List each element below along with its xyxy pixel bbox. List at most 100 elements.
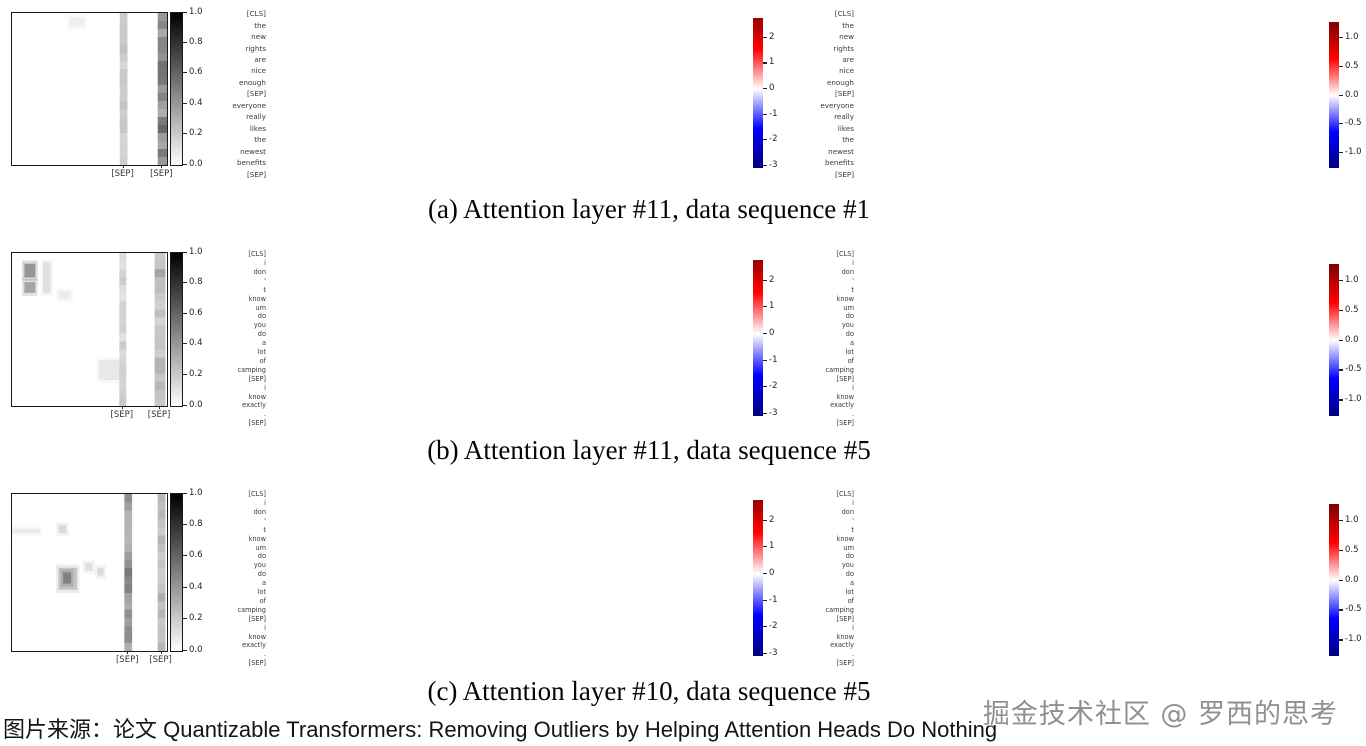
gray-colorbar-a-tick-mark — [183, 133, 187, 135]
gray-colorbar-a-tick-label: 0.8 — [189, 36, 203, 47]
token-label: i — [852, 259, 854, 268]
gray-colorbar-b-tick-mark — [183, 373, 187, 376]
token-label: do — [845, 312, 854, 321]
gray-colorbar-b-tick-mark — [183, 282, 187, 284]
gray-colorbar-c-tick-mark — [183, 618, 187, 620]
token-label: a — [849, 579, 854, 588]
token-label: camping — [237, 365, 266, 374]
token-label: lot — [257, 588, 266, 597]
values-colorbar-b-tick-mark — [763, 359, 767, 361]
output-colorbar-b-tick-label: 0.0 — [1345, 334, 1359, 345]
token-label: new — [251, 32, 266, 42]
token-label: [CLS] — [836, 490, 854, 499]
output-colorbar-a-tick-label: -1.0 — [1345, 146, 1362, 157]
values-colorbar-b-tick-mark — [763, 412, 767, 415]
values-colorbar-b-tick-label: 1 — [769, 301, 775, 312]
gray-colorbar-c-tick-mark — [183, 649, 187, 651]
values-colorbar-canvas-c — [753, 500, 763, 656]
output-colorbar-a-tick-label: 0.5 — [1345, 60, 1359, 71]
attention-matrix-xlabel-b: [SEP] — [147, 410, 171, 420]
values-colorbar-b-tick-label: 0 — [769, 327, 775, 338]
token-label: ' — [852, 516, 854, 525]
token-label: um — [255, 303, 266, 312]
gray-colorbar-b-tick-mark — [183, 312, 187, 314]
values-colorbar-a-tick-mark — [763, 62, 767, 64]
token-label: t — [851, 525, 854, 534]
token-label: camping — [825, 605, 854, 614]
token-label: exactly — [830, 641, 854, 650]
token-label: do — [845, 552, 854, 561]
attention-matrix-xtick-a — [122, 165, 124, 168]
token-label: [SEP] — [836, 374, 854, 383]
token-label: the — [842, 135, 854, 145]
output-colorbar-b-tick-mark — [1339, 399, 1343, 401]
token-label: [CLS] — [246, 9, 266, 19]
subfigure-b: (b) Attention layer #11, data sequence #… — [0, 240, 1366, 481]
token-label: [CLS] — [248, 490, 266, 499]
token-labels-right-b: [CLS] i don ' t know um do you do a lot of camping [SE… — [788, 250, 854, 428]
values-colorbar-a-tick-label: 0 — [769, 83, 775, 93]
gray-colorbar-a-tick-mark — [183, 11, 187, 13]
attention-matrix-canvas-a — [11, 12, 168, 166]
token-label: know — [248, 632, 266, 641]
gray-colorbar-c-tick-label: 0.2 — [189, 613, 203, 624]
values-colorbar-a-tick-label: 2 — [769, 31, 775, 42]
attention-matrix-xlabel-c: [SEP] — [115, 655, 139, 665]
values-colorbar-b-tick-label: -1 — [769, 354, 778, 365]
values-colorbar-b-tick-mark — [763, 386, 767, 388]
values-colorbar-canvas-b — [753, 260, 763, 416]
attention-matrix-xlabel-a: [SEP] — [111, 169, 134, 179]
output-heatmap-canvas-a — [858, 8, 1313, 180]
caption-c: (c) Attention layer #10, data sequence #… — [427, 676, 871, 706]
token-label: [CLS] — [248, 250, 266, 259]
token-label: a — [261, 579, 266, 588]
values-colorbar-c-tick-label: 1 — [769, 541, 775, 552]
token-label: ' — [852, 276, 854, 285]
values-colorbar-a-tick-mark — [763, 88, 767, 90]
gray-colorbar-b-tick-mark — [183, 343, 187, 345]
subfigure-c: (c) Attention layer #10, data sequence #… — [0, 481, 1366, 714]
token-label: [SEP] — [246, 89, 266, 99]
token-labels-mid-c: [CLS] i don ' t know um do you do a lot of camping [SE… — [198, 490, 266, 668]
token-label: newest — [240, 146, 266, 156]
values-heatmap-canvas-c — [270, 490, 740, 668]
token-label: do — [845, 330, 854, 339]
gray-colorbar-b-tick-label: 0.0 — [189, 399, 203, 410]
attention-matrix-xtick-c — [127, 651, 129, 654]
token-label: lot — [845, 348, 854, 357]
token-label: rights — [833, 43, 854, 53]
values-colorbar-b-tick-label: 2 — [769, 274, 775, 285]
output-colorbar-a-tick-mark — [1339, 65, 1343, 67]
output-colorbar-b-tick-mark — [1339, 279, 1343, 281]
values-colorbar-a-tick-mark — [763, 113, 767, 115]
gray-colorbar-c-tick-mark — [183, 492, 187, 494]
output-colorbar-c-tick-mark — [1339, 519, 1343, 521]
gray-colorbar-c-tick-label: 0.0 — [189, 644, 203, 655]
token-label: rights — [245, 43, 266, 53]
attention-matrix-xtick-b — [121, 406, 123, 409]
token-label: benefits — [236, 158, 266, 168]
values-heatmap-canvas-b — [270, 250, 740, 428]
watermark-text: 掘金技术社区 @ 罗西的思考 — [982, 699, 1338, 730]
attention-matrix-xtick-b — [159, 406, 161, 409]
token-label: likes — [249, 123, 266, 133]
gray-colorbar-a-tick-label: 0.2 — [189, 128, 203, 139]
gray-colorbar-a-tick-label: 0.0 — [189, 158, 203, 169]
token-label: the — [254, 135, 266, 145]
token-label: really — [246, 112, 266, 122]
token-label: exactly — [242, 401, 266, 410]
output-colorbar-c-tick-label: 0.5 — [1345, 544, 1359, 555]
gray-colorbar-b-tick-label: 1.0 — [189, 246, 203, 257]
token-label: nice — [839, 66, 854, 76]
token-label: do — [257, 312, 266, 321]
gray-colorbar-c-tick-label: 0.4 — [189, 581, 203, 592]
token-label: [CLS] — [834, 9, 854, 19]
attention-matrix-canvas-b — [11, 252, 168, 407]
attention-matrix-xlabel-c: [SEP] — [149, 655, 172, 665]
caption-a: (a) Attention layer #11, data sequence #… — [427, 194, 871, 224]
gray-colorbar-canvas-a — [170, 12, 183, 166]
gray-colorbar-c-tick-label: 0.8 — [189, 518, 203, 529]
output-colorbar-canvas-b — [1329, 264, 1339, 416]
token-label: i — [264, 259, 266, 268]
output-colorbar-c-tick-mark — [1339, 549, 1343, 551]
